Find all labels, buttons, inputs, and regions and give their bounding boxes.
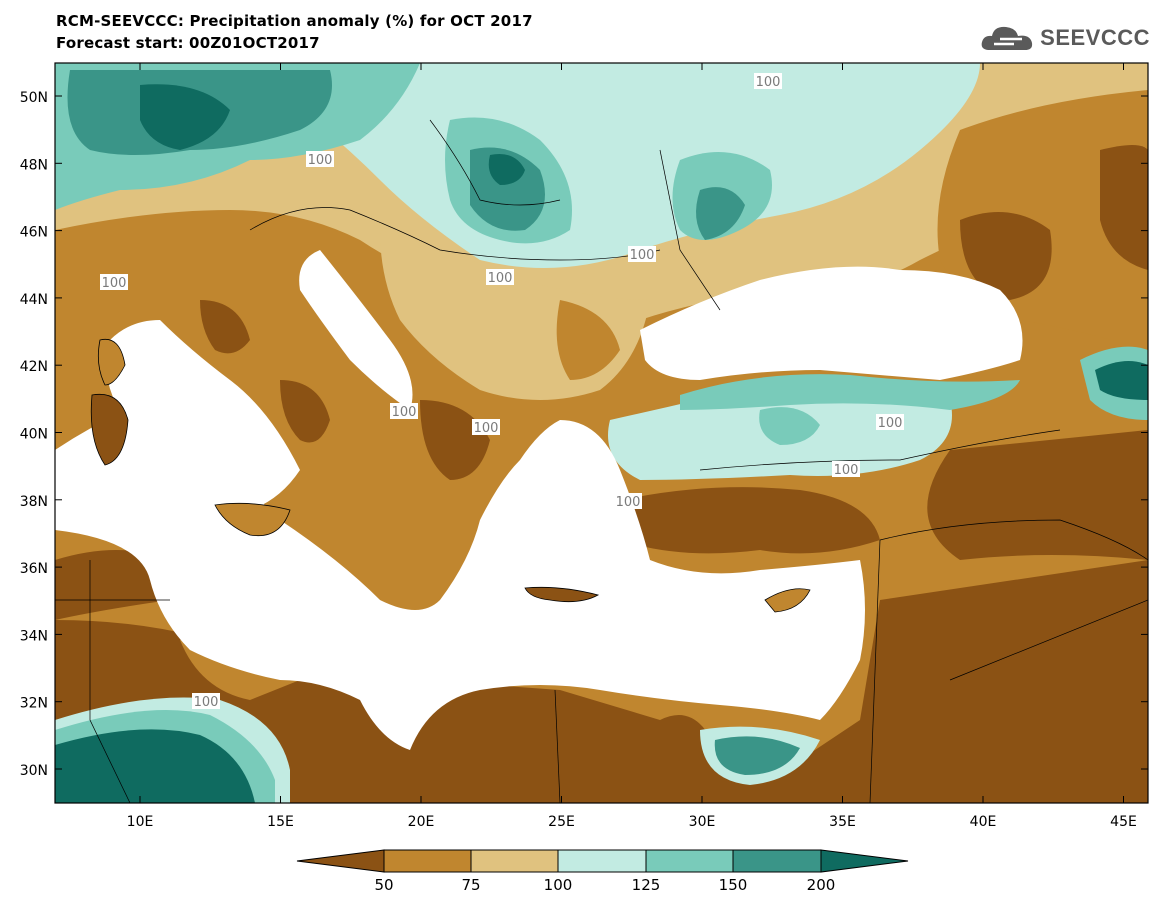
anomaly-map	[55, 63, 1148, 803]
lat-tick-label: 50N	[20, 90, 48, 106]
contour-label-bg	[754, 73, 782, 89]
contour-label: 100	[834, 463, 859, 478]
lon-tick-label: 40E	[970, 814, 997, 830]
contour-label: 100	[616, 495, 641, 510]
lat-tick-label: 34N	[20, 628, 48, 644]
cloud-icon	[981, 26, 1033, 50]
contour-label: 100	[630, 248, 655, 263]
colorbar-segment	[820, 849, 909, 873]
colorbar-label: 50	[374, 876, 393, 894]
lat-tick-label: 36N	[20, 561, 48, 577]
lat-tick-label: 42N	[20, 359, 48, 375]
lon-tick-label: 25E	[548, 814, 575, 830]
lon-tick-label: 30E	[689, 814, 716, 830]
contour-label-bg	[614, 493, 642, 509]
logo-text: SEEVCCC	[1040, 25, 1150, 50]
longitude-axis: 10E 15E 20E 25E 30E 35E 40E 45E	[127, 63, 1137, 830]
colorbar-label: 75	[461, 876, 480, 894]
lon-tick-label: 15E	[267, 814, 294, 830]
colorbar-segment	[296, 849, 385, 873]
forecast-start-label: Forecast start: 00Z01OCT2017	[56, 34, 320, 52]
colorbar-label: 200	[807, 876, 836, 894]
lat-tick-label: 40N	[20, 427, 48, 443]
contour-label: 100	[392, 405, 417, 420]
lat-tick-label: 30N	[20, 763, 48, 779]
lon-tick-label: 10E	[127, 814, 154, 830]
lat-tick-label: 48N	[20, 157, 48, 173]
colorbar-segment	[557, 849, 647, 873]
lat-tick-label: 46N	[20, 225, 48, 241]
lat-tick-label: 38N	[20, 494, 48, 510]
lat-tick-label: 44N	[20, 292, 48, 308]
contour-label: 100	[756, 75, 781, 90]
colorbar: 50 75 100 125 150 200	[296, 849, 909, 894]
contour-label: 100	[194, 695, 219, 710]
contour-label-bg	[472, 419, 500, 435]
contour-label: 100	[308, 153, 333, 168]
latitude-axis: 50N 48N 46N 44N 42N 40N 38N 36N 34N 32N 30N	[20, 90, 1148, 779]
colorbar-segment	[383, 849, 472, 873]
contour-label-bg	[100, 274, 128, 290]
lon-tick-label: 35E	[829, 814, 856, 830]
contour-label: 100	[474, 421, 499, 436]
contour-label-bg	[486, 269, 514, 285]
colorbar-label: 125	[632, 876, 661, 894]
contour-label-bg	[390, 403, 418, 419]
seevccc-logo: SEEVCCC	[980, 22, 1150, 54]
contour-label: 100	[878, 416, 903, 431]
contour-label-bg	[832, 461, 860, 477]
contour-label-bg	[876, 414, 904, 430]
lon-tick-label: 45E	[1110, 814, 1137, 830]
contour-label-bg	[628, 246, 656, 262]
colorbar-segment	[645, 849, 734, 873]
colorbar-segment	[732, 849, 822, 873]
contour-labels: 100 100 100 100 100 100 100 100 100 100 100	[100, 73, 904, 710]
contour-label-bg	[306, 151, 334, 167]
colorbar-segment	[470, 849, 559, 873]
lat-tick-label: 32N	[20, 696, 48, 712]
colorbar-label: 100	[544, 876, 573, 894]
map-title: RCM-SEEVCCC: Precipitation anomaly (%) f…	[56, 12, 533, 30]
contour-label: 100	[102, 276, 127, 291]
colorbar-label: 150	[719, 876, 748, 894]
contour-label: 100	[488, 271, 513, 286]
lon-tick-label: 20E	[408, 814, 435, 830]
contour-label-bg	[192, 693, 220, 709]
